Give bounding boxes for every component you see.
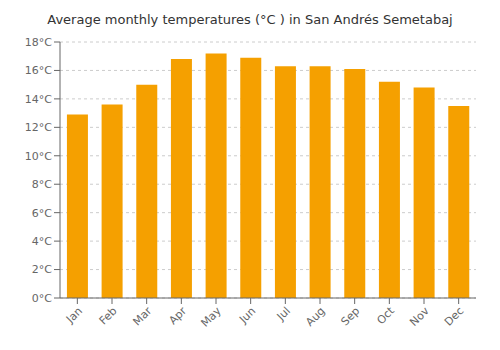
svg-text:12°C: 12°C [25, 121, 52, 134]
svg-text:Apr: Apr [166, 304, 189, 327]
svg-text:Mar: Mar [130, 304, 154, 328]
svg-text:Jan: Jan [63, 304, 85, 326]
svg-text:Oct: Oct [374, 304, 397, 327]
svg-text:Feb: Feb [97, 304, 120, 327]
svg-text:6°C: 6°C [32, 207, 52, 220]
svg-text:4°C: 4°C [32, 235, 52, 248]
svg-text:Nov: Nov [407, 304, 432, 329]
svg-text:May: May [198, 304, 224, 330]
svg-text:Aug: Aug [303, 304, 327, 328]
svg-text:Jun: Jun [236, 304, 258, 326]
html-text:Average monthly temperatures (: Average monthly temperatures (°C ) in Sa… [47, 12, 453, 27]
svg-text:10°C: 10°C [25, 150, 52, 163]
svg-text:Sep: Sep [338, 304, 362, 328]
svg-text:0°C: 0°C [32, 292, 52, 305]
svg-text:16°C: 16°C [25, 64, 52, 77]
svg-text:2°C: 2°C [32, 263, 52, 276]
svg-text:Jul: Jul [274, 304, 293, 323]
svg-text:18°C: 18°C [25, 36, 52, 49]
svg-text:14°C: 14°C [25, 93, 52, 106]
svg-text:8°C: 8°C [32, 178, 52, 191]
svg-text:Dec: Dec [442, 304, 466, 328]
